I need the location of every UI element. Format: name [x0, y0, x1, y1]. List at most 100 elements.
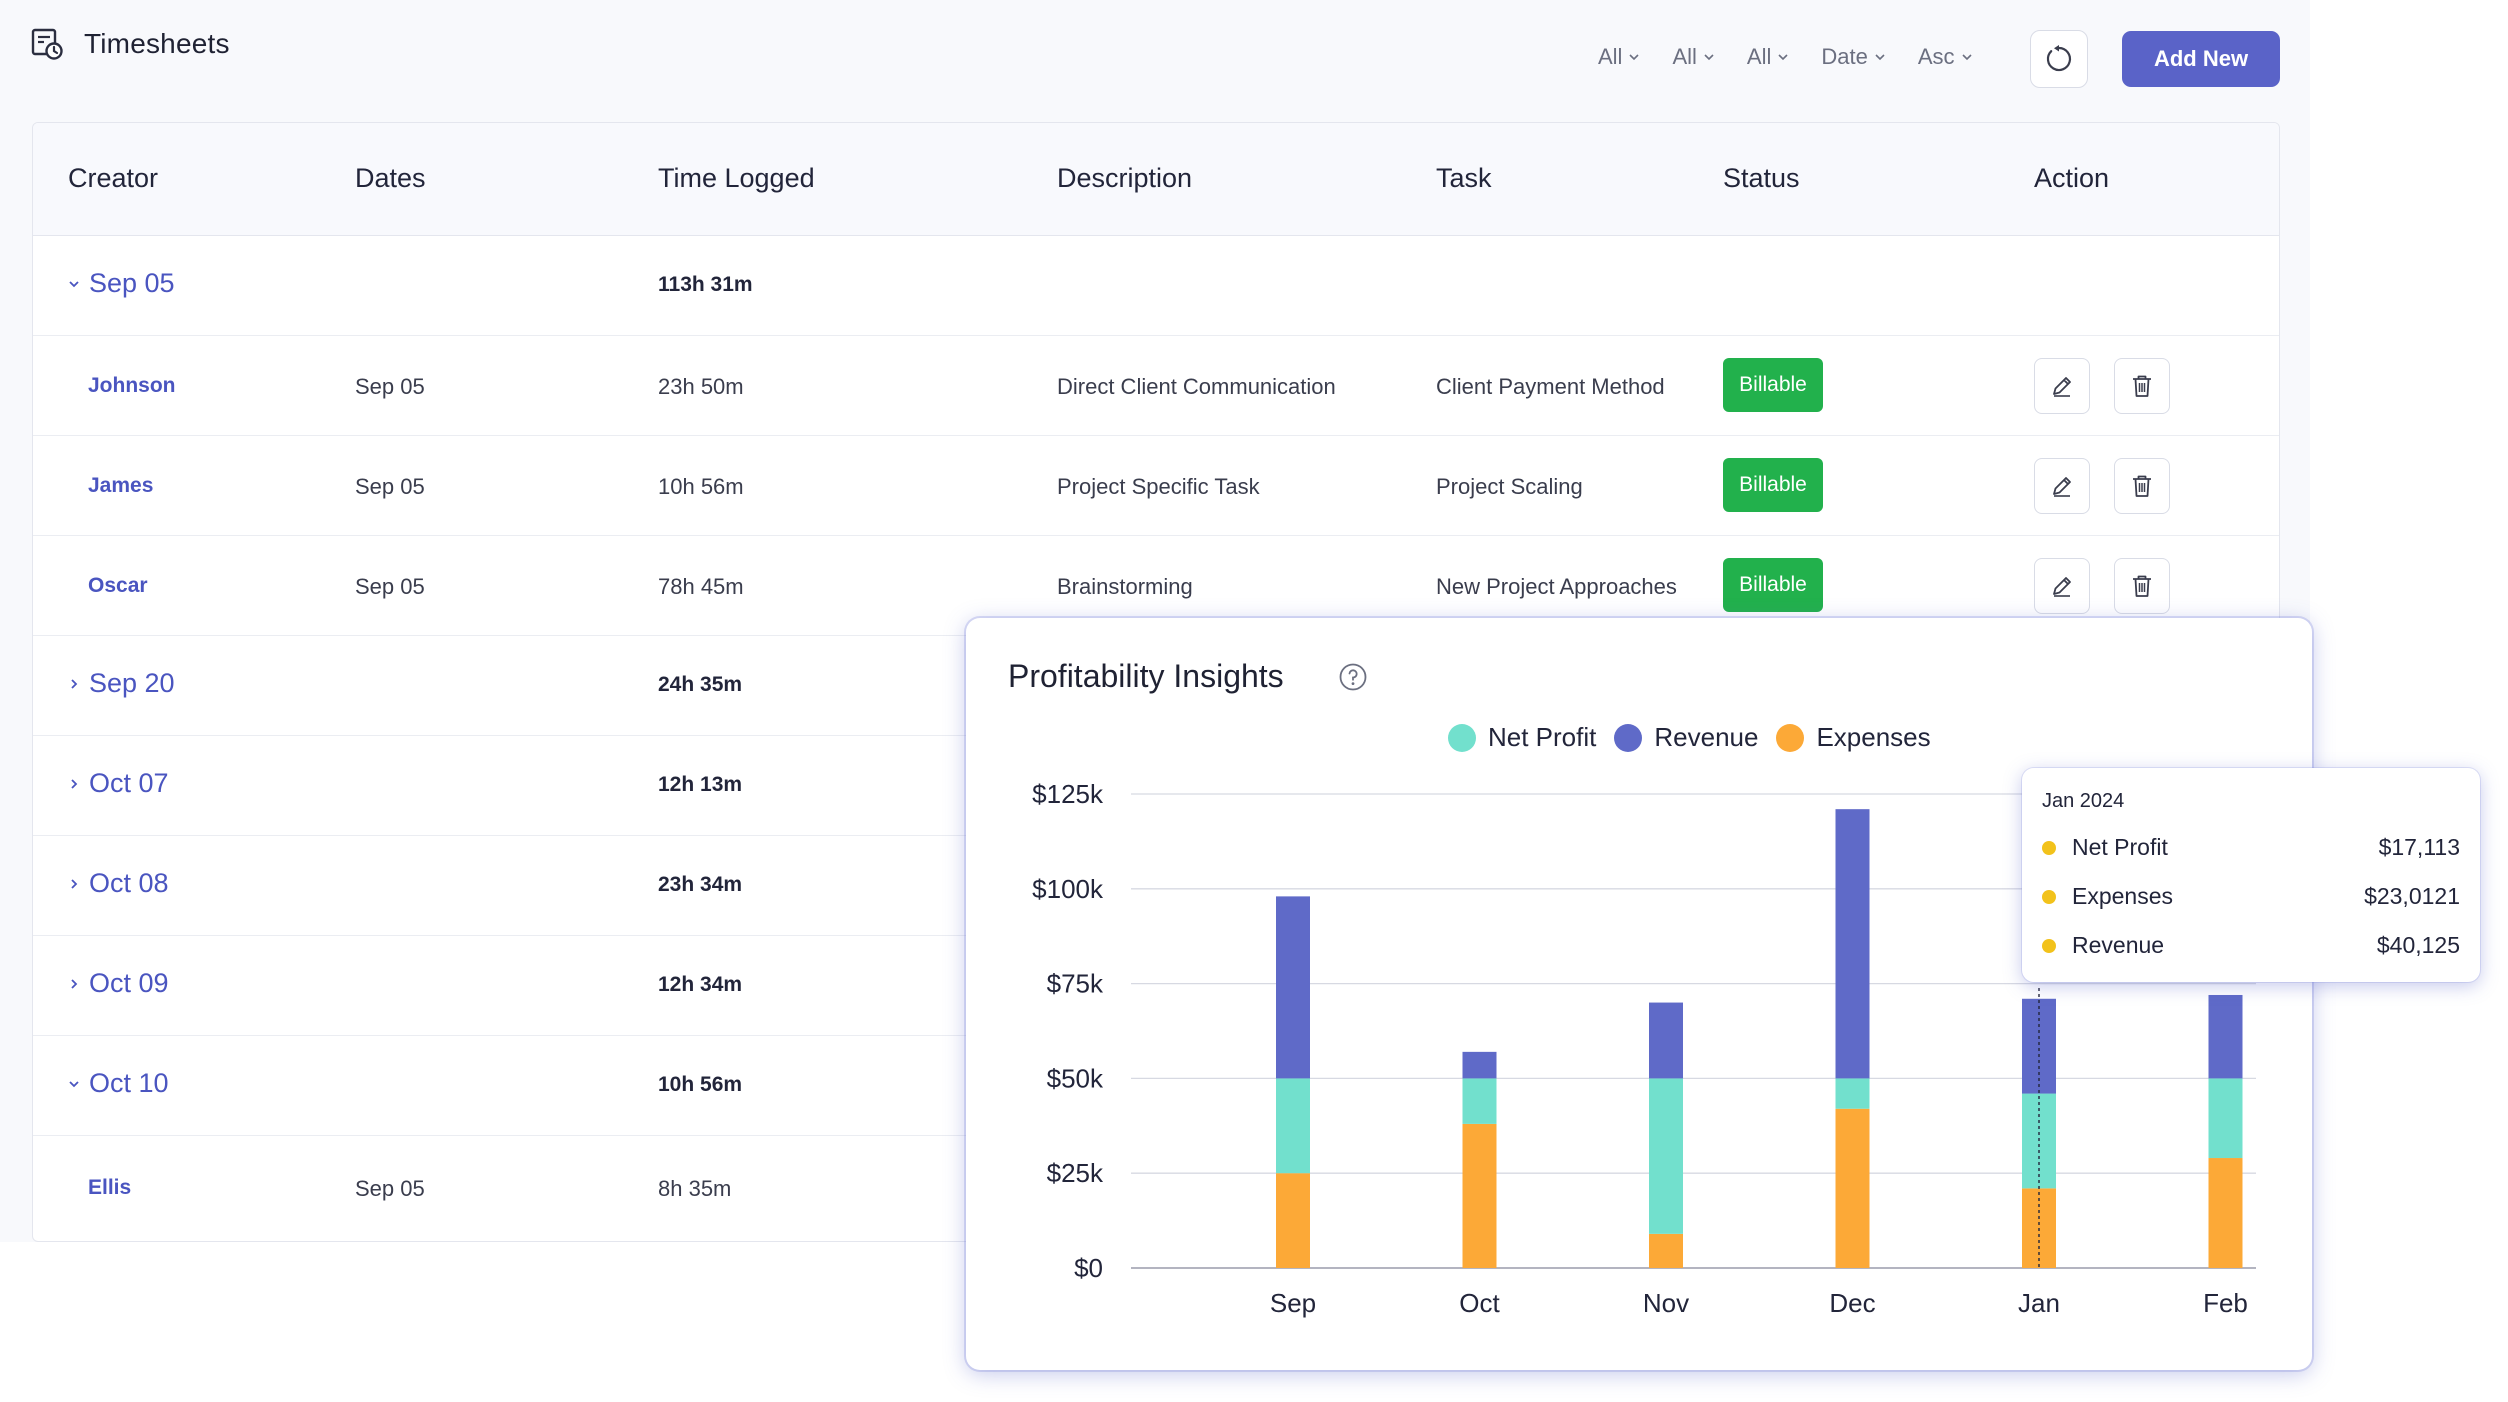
sort-order-dropdown[interactable]: Asc: [1918, 44, 1973, 70]
delete-button[interactable]: [2114, 558, 2170, 614]
group-date: Sep 20: [89, 668, 175, 698]
legend-item-revenue[interactable]: Revenue: [1614, 722, 1758, 753]
trash-icon: [2133, 475, 2151, 497]
add-new-button[interactable]: Add New: [2122, 31, 2280, 87]
edit-button[interactable]: [2034, 458, 2090, 514]
creator-link[interactable]: Ellis: [88, 1176, 132, 1199]
description-cell: Direct Client Communication: [1057, 374, 1336, 399]
column-header-task[interactable]: Task: [1436, 163, 1492, 193]
x-tick-label: Dec: [1829, 1288, 1875, 1318]
tooltip-value: $23,0121: [2364, 883, 2460, 909]
edit-button[interactable]: [2034, 558, 2090, 614]
column-header-description[interactable]: Description: [1057, 163, 1193, 193]
time-cell: 8h 35m: [658, 1176, 732, 1201]
chevron-right-icon: [71, 678, 78, 689]
pencil-icon: [2053, 377, 2071, 397]
tooltip-title: Jan 2024: [2042, 790, 2125, 812]
time-cell: 10h 56m: [658, 474, 744, 499]
sort-field-dropdown[interactable]: Date: [1821, 44, 1885, 70]
legend-item-net-profit[interactable]: Net Profit: [1448, 722, 1596, 753]
creator-link[interactable]: James: [88, 474, 154, 497]
group-total: 12h 34m: [658, 973, 743, 996]
chart-tooltip: Jan 2024 Net Profit $17,113 Expenses $23…: [2022, 768, 2480, 982]
table-header: Creator Dates Time Logged Description Ta…: [33, 123, 2279, 236]
column-header-time-logged[interactable]: Time Logged: [658, 163, 815, 193]
tooltip-value: $40,125: [2376, 932, 2460, 958]
date-cell: Sep 05: [355, 474, 425, 499]
status-badge: Billable: [1723, 458, 1823, 512]
legend-label: Revenue: [1654, 722, 1759, 752]
x-tick-label: Feb: [2203, 1288, 2248, 1318]
bar-segment-net-profit: [2208, 1078, 2243, 1159]
group-toggle[interactable]: Sep 20: [67, 668, 175, 699]
group-toggle[interactable]: Sep 05: [67, 268, 175, 299]
chevron-down-icon: [1961, 54, 1972, 61]
chevron-down-icon: [1629, 54, 1640, 61]
y-tick-label: $25k: [1047, 1158, 1104, 1188]
trash-icon: [2133, 575, 2151, 597]
table-row: James Sep 05 10h 56m Project Specific Ta…: [33, 436, 2279, 536]
x-tick-label: Nov: [1643, 1288, 1689, 1318]
bar-segment-revenue: [1462, 1051, 1497, 1079]
page-title: Timesheets: [84, 28, 230, 59]
delete-button[interactable]: [2114, 358, 2170, 414]
group-toggle[interactable]: Oct 10: [67, 1068, 169, 1099]
group-row-sep-05[interactable]: Sep 05 113h 31m: [33, 236, 2279, 336]
group-date: Oct 07: [89, 768, 169, 798]
info-icon[interactable]: [1338, 662, 1368, 692]
table-row: Ellis Sep 05 8h 35m: [33, 1136, 2279, 1241]
bar-segment-revenue: [1835, 809, 1870, 1079]
chevron-right-icon: [71, 778, 78, 789]
filter-label: Asc: [1917, 44, 1955, 69]
stacked-bar-chart: $0 $25k $50k $75k $100k $125k Sep Oct Nov Dec Jan F…: [1032, 779, 2256, 1318]
x-tick-label: Sep: [1270, 1288, 1316, 1318]
column-header-dates[interactable]: Dates: [355, 163, 426, 193]
refresh-button[interactable]: [2030, 30, 2088, 88]
group-total: 23h 34m: [658, 873, 743, 896]
chevron-down-icon: [69, 280, 79, 287]
filter-dropdown-2[interactable]: All: [1672, 44, 1714, 70]
filter-dropdown-1[interactable]: All: [1598, 44, 1640, 70]
creator-link[interactable]: Oscar: [88, 574, 148, 597]
tooltip-label: Net Profit: [2072, 834, 2168, 860]
edit-button[interactable]: [2034, 358, 2090, 414]
bullet-icon: [2042, 889, 2056, 904]
description-cell: Project Specific Task: [1057, 474, 1260, 499]
tooltip-row-expenses: Expenses $23,0121: [2042, 883, 2460, 910]
bar-segment-net-profit: [1462, 1078, 1497, 1124]
legend-item-expenses[interactable]: Expenses: [1776, 722, 1931, 753]
legend-label: Net Profit: [1488, 722, 1597, 752]
filter-dropdown-3[interactable]: All: [1747, 44, 1789, 70]
date-cell: Sep 05: [355, 374, 425, 399]
column-header-status[interactable]: Status: [1723, 163, 1800, 193]
status-badge: Billable: [1723, 358, 1823, 412]
group-toggle[interactable]: Oct 08: [67, 868, 169, 899]
top-bar: Timesheets All All All Date Asc Add New: [0, 0, 2310, 118]
group-toggle[interactable]: Oct 09: [67, 968, 169, 999]
delete-button[interactable]: [2114, 458, 2170, 514]
chevron-down-icon: [1704, 54, 1714, 61]
filter-bar: All All All Date Asc: [1598, 44, 2005, 70]
bar-segment-expenses: [1835, 1108, 1870, 1268]
legend-swatch: [1448, 723, 1476, 752]
legend-label: Expenses: [1816, 722, 1931, 752]
chevron-down-icon: [1875, 54, 1885, 61]
tooltip-label: Expenses: [2072, 883, 2174, 909]
task-cell: Client Payment Method: [1436, 374, 1665, 399]
tooltip-value: $17,113: [2378, 834, 2460, 860]
group-date: Sep 05: [89, 268, 175, 298]
status-badge: Billable: [1723, 558, 1823, 612]
creator-link[interactable]: Johnson: [88, 374, 176, 397]
bar-segment-expenses: [2208, 1158, 2243, 1268]
date-cell: Sep 05: [355, 1176, 425, 1201]
chevron-down-icon: [1778, 54, 1788, 61]
filter-label: Date: [1821, 44, 1868, 69]
bar-segment-expenses: [1276, 1173, 1310, 1268]
table-row: Johnson Sep 05 23h 50m Direct Client Com…: [33, 336, 2279, 436]
bar-segment-net-profit: [1649, 1078, 1683, 1234]
column-header-creator[interactable]: Creator: [68, 163, 159, 193]
group-toggle[interactable]: Oct 07: [67, 768, 169, 799]
time-cell: 23h 50m: [658, 374, 744, 399]
y-tick-label: $50k: [1047, 1063, 1104, 1093]
profitability-insights-card: Profitability Insights Net Profit Revenu…: [966, 618, 2312, 1370]
